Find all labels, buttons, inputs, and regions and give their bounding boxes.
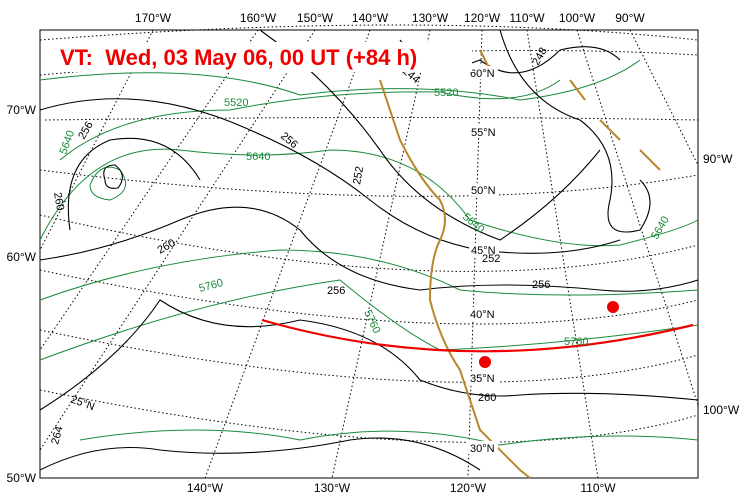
contour: [499, 29, 651, 233]
contour-label: 5520: [224, 97, 248, 109]
marker: [607, 301, 619, 313]
axis-label: 110°W: [509, 11, 545, 25]
axis-label: 60°W: [7, 250, 37, 264]
contour-label: 5760: [564, 336, 588, 348]
meridian: [576, 29, 699, 406]
axis-label: 50°W: [7, 471, 37, 485]
label-bg: [468, 307, 498, 320]
label-bg: [468, 371, 498, 384]
contour-label: 260: [478, 392, 496, 404]
label-bg: [468, 66, 498, 79]
latitude-label: 55°N: [471, 127, 496, 139]
contour-label: 5520: [434, 87, 458, 99]
axis-label: 120°W: [464, 11, 501, 25]
contour: [259, 29, 601, 241]
axis-label: 100°W: [703, 403, 740, 417]
coast: [379, 79, 531, 479]
contour: [39, 249, 699, 301]
label-bg: [469, 183, 499, 196]
contour-label: 5640: [246, 151, 270, 163]
meridian: [39, 29, 259, 351]
meridian: [331, 29, 431, 479]
contour: [67, 137, 201, 231]
contour: [39, 148, 699, 247]
coastline: [379, 49, 661, 479]
parallel: [39, 269, 699, 325]
axis-label: 150°W: [297, 11, 334, 25]
axis-label: 130°W: [314, 481, 351, 495]
latitude-label: 30°N: [470, 443, 495, 455]
contour-label: 264: [49, 425, 65, 446]
axis-label: 140°W: [187, 481, 224, 495]
axis-label: 100°W: [559, 11, 596, 25]
title-bg: [52, 42, 472, 72]
contour: [39, 437, 481, 471]
label-bg: [468, 441, 498, 454]
contour-label: 256: [327, 285, 345, 297]
contour: [59, 79, 561, 161]
title: VT: Wed, 03 May 06, 00 UT (+84 h): [60, 45, 417, 70]
left-axis: 70°W 60°W 50°W: [7, 103, 37, 485]
coast: [479, 49, 661, 171]
front-line: [261, 318, 694, 353]
marker: [479, 356, 491, 368]
contour: [39, 279, 699, 361]
latitude-label: 40°N: [470, 309, 495, 321]
axis-label: 70°W: [7, 103, 37, 117]
contour-label: 256: [532, 279, 550, 291]
contour: [39, 98, 621, 254]
meridian: [629, 29, 699, 166]
contour-label: 252: [482, 253, 500, 265]
latitude-label: 50°N: [471, 185, 496, 197]
right-axis: 90°W 100°W: [703, 152, 740, 417]
contour-label: 252: [351, 165, 366, 185]
latitude-label: 60°N: [470, 68, 495, 80]
contour: [103, 164, 123, 189]
contour: [79, 429, 699, 446]
top-axis: 170°W 160°W 150°W 140°W 130°W 120°W 110°…: [135, 11, 645, 25]
latitude-labels: 60°N 55°N 50°N 45°N 40°N 35°N 30°N 25°N: [69, 66, 499, 455]
latitude-label: 45°N: [471, 245, 496, 257]
axis-label: 90°W: [615, 11, 645, 25]
axis-label: 90°W: [703, 152, 733, 166]
contour: [39, 206, 699, 292]
map-frame: [39, 29, 699, 479]
parallel: [39, 389, 699, 443]
axis-label: 130°W: [412, 11, 449, 25]
bottom-axis: 140°W 130°W 120°W 110°W: [187, 481, 616, 495]
parallel: [39, 24, 699, 41]
contour: [89, 166, 127, 201]
latitude-label: 35°N: [470, 373, 495, 385]
contour-label: 260: [51, 191, 66, 211]
axis-label: 140°W: [352, 11, 389, 25]
axis-label: 110°W: [580, 481, 616, 495]
axis-label: 170°W: [135, 11, 172, 25]
label-bg: [469, 125, 499, 138]
axis-label: 160°W: [240, 11, 277, 25]
axis-label: 120°W: [450, 481, 487, 495]
contour: [39, 299, 699, 411]
label-bg: [469, 243, 499, 256]
